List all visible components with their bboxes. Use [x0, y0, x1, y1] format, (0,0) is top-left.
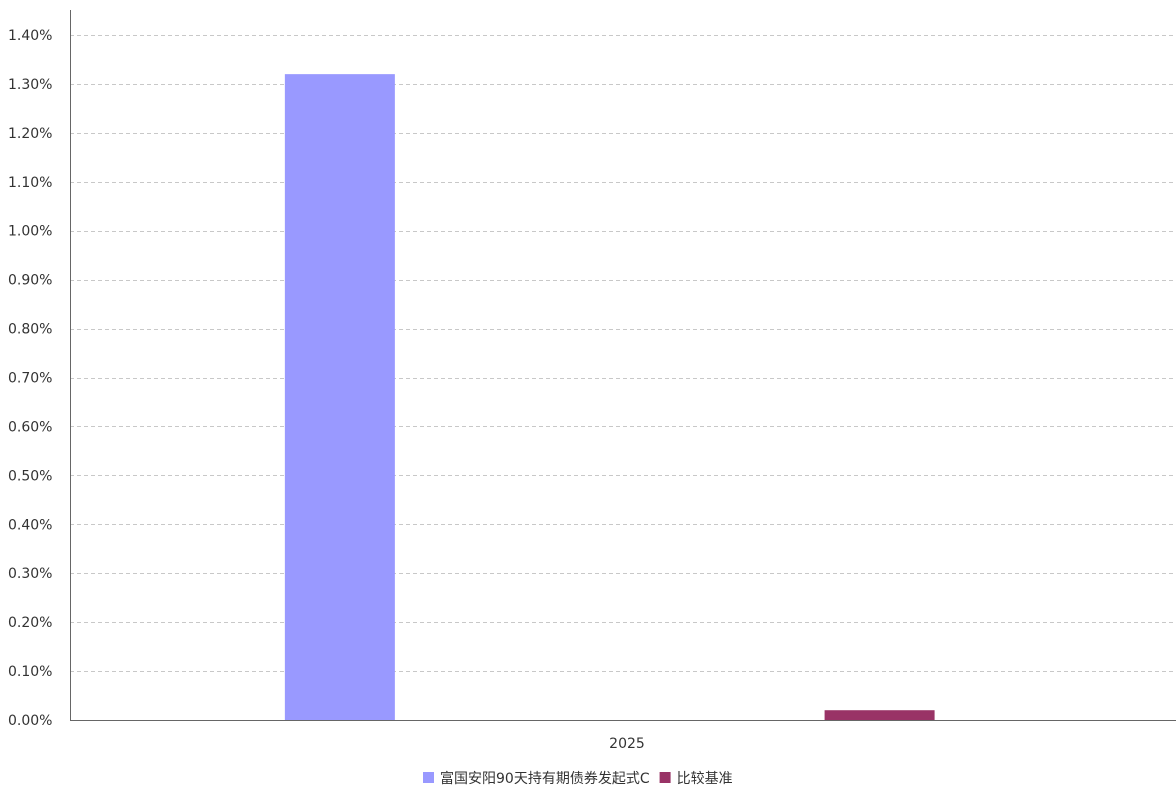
bar-0 — [284, 74, 395, 720]
legend-label: 富国安阳90天持有期债券发起式C — [440, 770, 650, 787]
y-tick-labels: 0.00% 0.10% 0.20% 0.30% 0.40% 0.50% 0.60% 0.70%… — [8, 28, 52, 729]
bars — [284, 74, 935, 720]
y-tick-label: 0.30% — [8, 566, 52, 582]
legend-swatch — [659, 772, 671, 783]
axes — [70, 10, 1176, 721]
y-tick-label: 0.40% — [8, 517, 52, 533]
y-tick-label: 0.20% — [8, 615, 52, 631]
y-tick-label: 1.10% — [8, 175, 52, 191]
y-tick-label: 0.80% — [8, 322, 52, 338]
legend: 富国安阳90天持有期债券发起式C 比较基准 — [423, 770, 733, 787]
y-tick-label: 0.50% — [8, 468, 52, 484]
y-tick-label: 1.30% — [8, 77, 52, 93]
y-tick-label: 0.70% — [8, 371, 52, 387]
y-tick-label: 0.90% — [8, 273, 52, 289]
x-tick-label: 2025 — [609, 736, 645, 752]
y-tick-label: 1.20% — [8, 126, 52, 142]
y-tick-label: 0.00% — [8, 713, 52, 729]
grid-lines — [70, 35, 1176, 672]
x-tick-labels: 2025 — [609, 736, 645, 752]
bar-1 — [824, 710, 935, 720]
legend-label: 比较基准 — [677, 770, 733, 787]
y-tick-label: 1.40% — [8, 28, 52, 44]
y-tick-label: 1.00% — [8, 224, 52, 240]
y-tick-label: 0.60% — [8, 419, 52, 435]
legend-swatch — [423, 772, 434, 783]
y-tick-label: 0.10% — [8, 664, 52, 680]
